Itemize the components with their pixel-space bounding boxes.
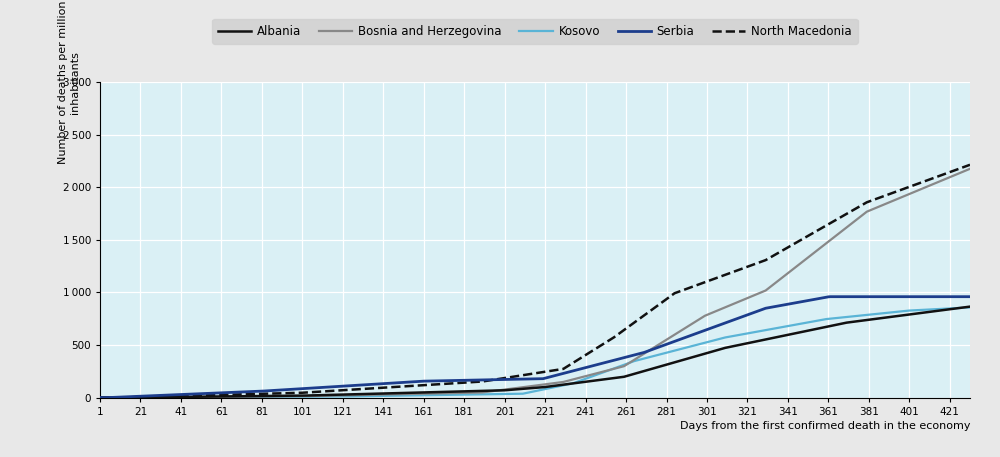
Kosovo [899,308,911,314]
Albania [964,304,976,309]
X-axis label: Days from the first confirmed death in the economy: Days from the first confirmed death in t… [680,421,970,431]
North Macedonia [120,395,132,400]
Serbia [120,394,132,399]
Albania [130,395,142,400]
Serbia [911,294,923,299]
North Macedonia [94,395,106,400]
Bosnia and Herzegovina [899,193,911,198]
Serbia [837,294,849,299]
Bosnia and Herzegovina [397,391,409,397]
Kosovo [130,395,142,400]
Kosovo [835,315,847,320]
Kosovo [120,395,132,400]
North Macedonia [964,162,976,168]
Serbia [397,380,409,385]
Line: Kosovo: Kosovo [100,308,970,398]
Serbia [130,393,142,399]
Bosnia and Herzegovina [835,229,847,235]
Bosnia and Herzegovina [964,166,976,171]
Legend: Albania, Bosnia and Herzegovina, Kosovo, Serbia, North Macedonia: Albania, Bosnia and Herzegovina, Kosovo,… [212,19,858,43]
North Macedonia [909,182,921,187]
Line: Albania: Albania [100,307,970,398]
Line: North Macedonia: North Macedonia [100,165,970,398]
Bosnia and Herzegovina [120,395,132,400]
Y-axis label: Number of deaths per million
inhabitants: Number of deaths per million inhabitants [58,0,80,164]
Serbia [824,294,836,299]
Serbia [94,395,106,400]
Serbia [964,294,976,299]
Kosovo [94,395,106,400]
Albania [909,311,921,316]
North Macedonia [130,394,142,400]
Kosovo [397,393,409,399]
Bosnia and Herzegovina [130,395,142,400]
Kosovo [964,305,976,310]
North Macedonia [397,384,409,389]
Line: Serbia: Serbia [100,297,970,398]
Albania [899,312,911,318]
Bosnia and Herzegovina [909,189,921,194]
Albania [94,395,106,400]
Line: Bosnia and Herzegovina: Bosnia and Herzegovina [100,169,970,398]
Bosnia and Herzegovina [94,395,106,400]
North Macedonia [899,186,911,191]
Albania [120,395,132,400]
Albania [397,390,409,396]
North Macedonia [835,215,847,220]
Serbia [901,294,913,299]
Kosovo [909,308,921,313]
Albania [835,321,847,327]
